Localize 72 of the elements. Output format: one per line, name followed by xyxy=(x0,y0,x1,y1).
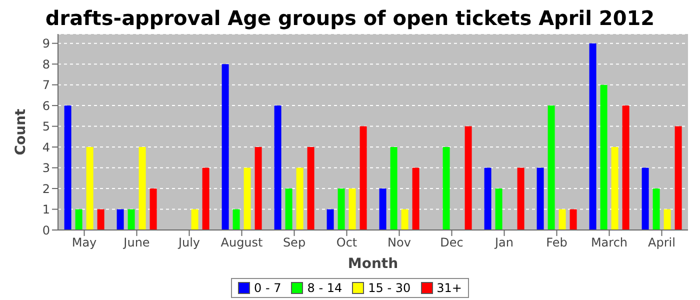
bar xyxy=(558,209,566,230)
bar xyxy=(652,188,660,230)
bar xyxy=(191,209,198,230)
bar xyxy=(202,168,210,230)
x-tick-label: April xyxy=(648,236,676,250)
legend-label: 31+ xyxy=(436,281,462,295)
bar xyxy=(254,147,262,230)
bar xyxy=(674,126,682,230)
x-tick-label: June xyxy=(122,236,150,250)
x-tick-label: Nov xyxy=(388,236,411,250)
bar xyxy=(611,147,618,230)
bar xyxy=(360,126,367,230)
bar xyxy=(222,64,229,230)
x-tick-label: Jan xyxy=(494,236,514,250)
bar xyxy=(138,147,146,230)
bar xyxy=(64,106,72,230)
bar xyxy=(307,147,314,230)
bar xyxy=(379,188,386,230)
x-tick-label: August xyxy=(220,236,264,250)
y-tick-label: 3 xyxy=(42,161,50,176)
bar xyxy=(412,168,420,230)
bar xyxy=(232,209,240,230)
bar xyxy=(338,188,345,230)
y-tick-label: 4 xyxy=(42,140,50,154)
x-tick-label: July xyxy=(177,236,200,250)
y-tick-label: 2 xyxy=(42,182,50,196)
bar xyxy=(401,209,408,230)
bar xyxy=(600,84,608,230)
bar xyxy=(285,188,292,230)
x-tick-label: Sep xyxy=(282,236,306,250)
bar xyxy=(326,209,334,230)
x-tick-label: Oct xyxy=(336,236,358,250)
y-tick-label: 9 xyxy=(42,36,50,51)
legend-label: 15 - 30 xyxy=(367,281,411,295)
y-tick-label: 5 xyxy=(42,120,50,134)
bar xyxy=(664,209,671,230)
y-axis-title: Count xyxy=(12,108,29,156)
bar xyxy=(536,168,544,230)
bar xyxy=(517,168,524,230)
x-tick-label: Dec xyxy=(440,236,464,250)
bar xyxy=(642,168,649,230)
x-axis-title: Month xyxy=(348,256,398,272)
y-tick-label: 7 xyxy=(42,78,50,92)
bar xyxy=(442,147,450,230)
y-tick-label: 0 xyxy=(42,223,50,238)
bar xyxy=(622,106,630,230)
bar xyxy=(97,209,104,230)
legend-label: 8 - 14 xyxy=(306,281,342,295)
bar xyxy=(548,106,555,230)
y-tick-label: 6 xyxy=(42,98,50,113)
x-tick-label: Feb xyxy=(546,236,568,250)
bar xyxy=(296,168,304,230)
bar xyxy=(86,147,94,230)
bar xyxy=(244,168,251,230)
y-tick-label: 1 xyxy=(42,202,50,217)
legend-label: 0 - 7 xyxy=(253,281,282,295)
x-tick-label: March xyxy=(590,236,628,250)
bar xyxy=(495,188,502,230)
bar xyxy=(464,126,472,230)
bar xyxy=(128,209,135,230)
bar xyxy=(116,209,124,230)
bar xyxy=(75,209,82,230)
bar xyxy=(274,106,282,230)
bar xyxy=(589,43,596,230)
bar xyxy=(390,147,398,230)
x-tick-label: May xyxy=(72,236,97,250)
bar xyxy=(570,209,577,230)
bar xyxy=(150,188,157,230)
chart-title: drafts-approval Age groups of open tickets April 2012 xyxy=(44,6,656,32)
bar xyxy=(484,168,492,230)
y-tick-label: 8 xyxy=(42,57,50,72)
bar xyxy=(348,188,356,230)
